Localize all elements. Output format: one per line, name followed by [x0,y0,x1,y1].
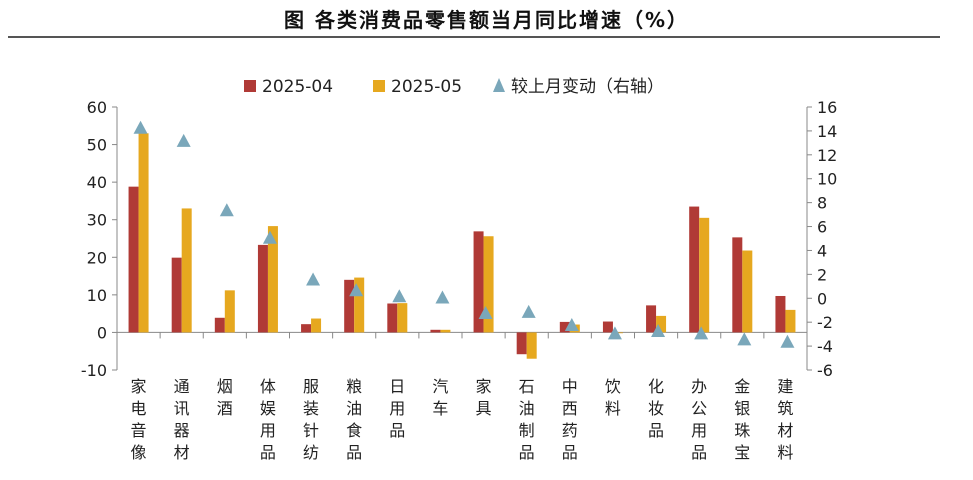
legend-swatch [244,80,256,92]
bar-2025-04 [430,329,441,333]
category-label: 化妆品 [648,377,664,440]
category-label: 日用品 [389,377,405,440]
bar-2025-04 [732,237,743,333]
change-marker [219,203,234,217]
category-label: 服装针纺 [303,377,319,462]
bar-2025-04 [214,317,225,333]
bar-2025-05 [656,315,667,333]
bar-2025-04 [257,244,268,333]
y-left-tick-label: 30 [87,211,107,230]
category-label: 家具 [476,377,492,418]
change-marker [780,334,795,348]
y-left-tick-label: 0 [97,323,107,342]
change-marker [133,120,148,134]
change-marker [306,272,321,286]
y-left-tick-label: 60 [87,98,107,117]
change-marker [737,332,752,346]
bar-2025-05 [526,332,537,359]
bar-2025-05 [440,329,451,333]
y-right-tick-label: 0 [817,289,827,308]
y-right-tick-label: 16 [817,98,837,117]
legend-triangle-icon [493,78,505,92]
category-label: 体娱用品 [260,377,276,462]
y-right-tick-label: 2 [817,265,827,284]
category-label: 家电音像 [131,377,147,462]
y-right-tick-label: 6 [817,218,827,237]
bar-2025-04 [473,231,484,333]
y-left-tick-label: -10 [81,361,107,380]
bar-2025-04 [775,295,786,333]
category-label: 金银珠宝 [734,377,750,462]
y-left-tick-label: 40 [87,173,107,192]
y-right-tick-label: 14 [817,122,837,141]
bar-2025-04 [387,303,398,333]
change-marker [607,326,622,340]
legend-label: 较上月变动（右轴） [511,77,664,97]
change-marker [651,323,666,337]
bar-2025-04 [602,321,613,333]
category-label: 通讯器材 [174,377,190,462]
bar-2025-04 [646,305,657,333]
bar-2025-05 [699,217,710,333]
y-right-tick-label: 10 [817,170,837,189]
y-right-tick-label: -4 [817,337,833,356]
change-marker [478,306,493,320]
bar-2025-05 [311,318,322,333]
change-marker [564,317,579,331]
bar-2025-05 [785,309,796,333]
category-label: 烟酒 [217,377,233,418]
bar-series [128,133,796,359]
bar-2025-04 [516,332,527,355]
y-right-tick-label: -6 [817,361,833,380]
legend-swatch [373,80,385,92]
bar-2025-05 [397,303,408,333]
category-label: 饮料 [605,377,621,418]
y-right-tick-label: 8 [817,194,827,213]
y-left-tick-label: 20 [87,248,107,267]
change-marker [694,326,709,340]
bar-2025-04 [171,257,182,333]
category-label: 中西药品 [562,377,578,462]
bar-2025-05 [181,208,192,333]
category-label: 汽车 [432,377,448,418]
bar-2025-05 [483,236,494,333]
y-right-tick-label: 12 [817,146,837,165]
category-label: 粮油食品 [346,377,362,462]
bar-2025-04 [301,324,312,333]
bar-2025-04 [344,279,355,333]
category-label: 石油制品 [519,377,535,462]
bar-2025-05 [138,133,149,333]
y-left-tick-label: 50 [87,136,107,155]
bar-2025-05 [742,250,753,333]
bar-2025-05 [267,226,278,333]
bar-2025-05 [354,277,365,333]
bar-2025-05 [224,290,235,333]
bar-2025-04 [689,206,700,333]
y-right-tick-label: -2 [817,313,833,332]
chart-legend: 2025-04 2025-05 较上月变动（右轴） [244,77,664,97]
change-marker [435,290,450,304]
change-marker [392,289,407,303]
bar-2025-04 [128,186,139,333]
change-marker [176,133,191,147]
category-label: 建筑材料 [777,377,793,462]
category-label: 办公用品 [691,377,707,462]
y-left-tick-label: 10 [87,286,107,305]
change-marker [521,304,536,318]
change-marker [349,283,364,297]
y-right-tick-label: 4 [817,241,827,260]
title-divider [8,36,940,38]
legend-label: 2025-05 [391,77,462,97]
marker-series [133,120,795,348]
bar-2025-04 [559,321,570,333]
change-marker [262,230,277,244]
legend-label: 2025-04 [262,77,333,97]
chart-title: 图 各类消费品零售额当月同比增速（%） [283,8,689,32]
